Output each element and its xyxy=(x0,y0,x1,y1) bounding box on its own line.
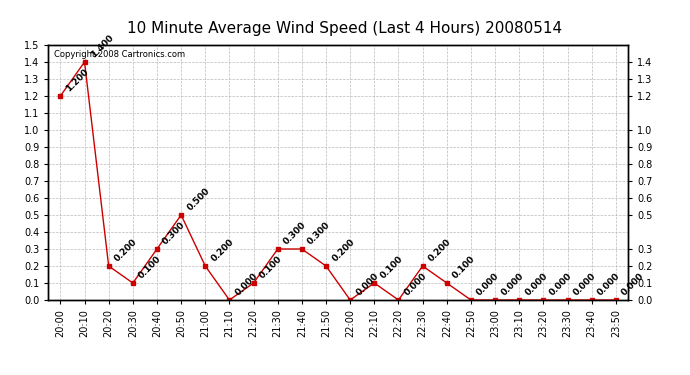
Text: 0.300: 0.300 xyxy=(161,220,187,246)
Text: 0.200: 0.200 xyxy=(427,237,453,263)
Text: 0.000: 0.000 xyxy=(234,271,259,297)
Text: 0.000: 0.000 xyxy=(475,271,501,297)
Text: 0.300: 0.300 xyxy=(282,220,308,246)
Text: 0.300: 0.300 xyxy=(306,220,332,246)
Text: 0.000: 0.000 xyxy=(572,271,598,297)
Text: 0.200: 0.200 xyxy=(210,237,235,263)
Text: 0.000: 0.000 xyxy=(596,271,622,297)
Text: 0.100: 0.100 xyxy=(137,254,163,280)
Text: 1.200: 1.200 xyxy=(65,67,91,93)
Text: 0.000: 0.000 xyxy=(548,271,573,297)
Text: Copyright 2008 Cartronics.com: Copyright 2008 Cartronics.com xyxy=(54,50,185,59)
Text: 0.500: 0.500 xyxy=(186,186,211,212)
Text: 0.200: 0.200 xyxy=(331,237,356,263)
Text: 0.000: 0.000 xyxy=(355,271,380,297)
Text: 0.000: 0.000 xyxy=(403,271,428,297)
Text: 0.100: 0.100 xyxy=(379,254,404,280)
Text: 0.100: 0.100 xyxy=(258,254,284,280)
Text: 0.100: 0.100 xyxy=(451,254,477,280)
Text: 1.400: 1.400 xyxy=(89,33,115,59)
Text: 0.200: 0.200 xyxy=(113,237,139,263)
Text: 0.000: 0.000 xyxy=(620,271,646,297)
Text: 0.000: 0.000 xyxy=(500,271,525,297)
Text: 0.000: 0.000 xyxy=(524,271,549,297)
Text: 10 Minute Average Wind Speed (Last 4 Hours) 20080514: 10 Minute Average Wind Speed (Last 4 Hou… xyxy=(128,21,562,36)
